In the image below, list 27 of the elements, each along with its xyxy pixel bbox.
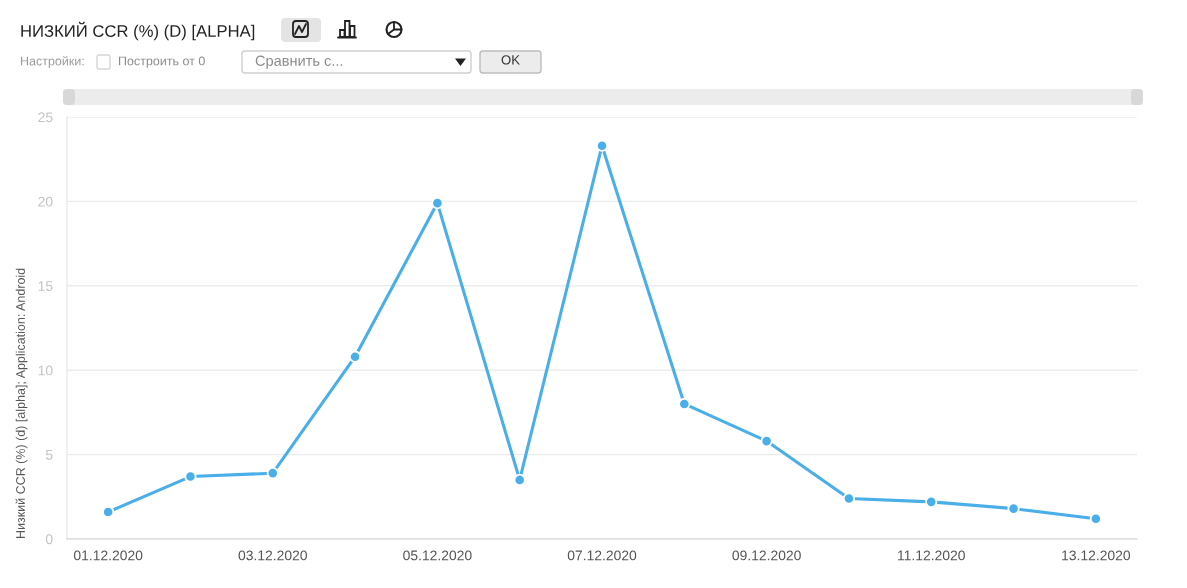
text: OK: [501, 55, 520, 65]
y-tick-label: 5: [45, 450, 53, 460]
y-axis-title: Низкий CCR (%) (d) [alpha]; Application: Android: [15, 268, 28, 538]
point: [678, 397, 691, 411]
y-tick-label: 25: [38, 112, 53, 123]
x-tick-label: 03.12.2020: [238, 550, 307, 561]
point: [595, 139, 609, 152]
y-tick-label: 20: [38, 196, 53, 207]
chart-title: НИЗКИЙ CCR (%) (D) [ALPHA]: [21, 21, 255, 41]
x-tick-label: 07.12.2020: [567, 550, 637, 561]
y-tick-label: 0: [45, 534, 53, 545]
point: [842, 492, 856, 505]
point: [348, 350, 362, 363]
x-tick-label: 05.12.2020: [403, 550, 472, 561]
point: [760, 434, 773, 448]
x-tick-label: 13.12.2020: [1062, 550, 1131, 561]
point: [102, 505, 115, 519]
text: Построить от 0: [119, 56, 205, 68]
x-tick-label: 09.12.2020: [732, 550, 801, 561]
text: Сравнить с...: [255, 55, 343, 69]
point: [431, 196, 444, 210]
text: Настройки:: [21, 56, 84, 68]
x-tick-label: 01.12.2020: [73, 550, 143, 561]
y-tick-label: 15: [38, 281, 53, 291]
x-tick-label: 11.12.2020: [898, 550, 965, 561]
y-tick-label: 10: [38, 365, 53, 376]
point: [513, 473, 526, 487]
